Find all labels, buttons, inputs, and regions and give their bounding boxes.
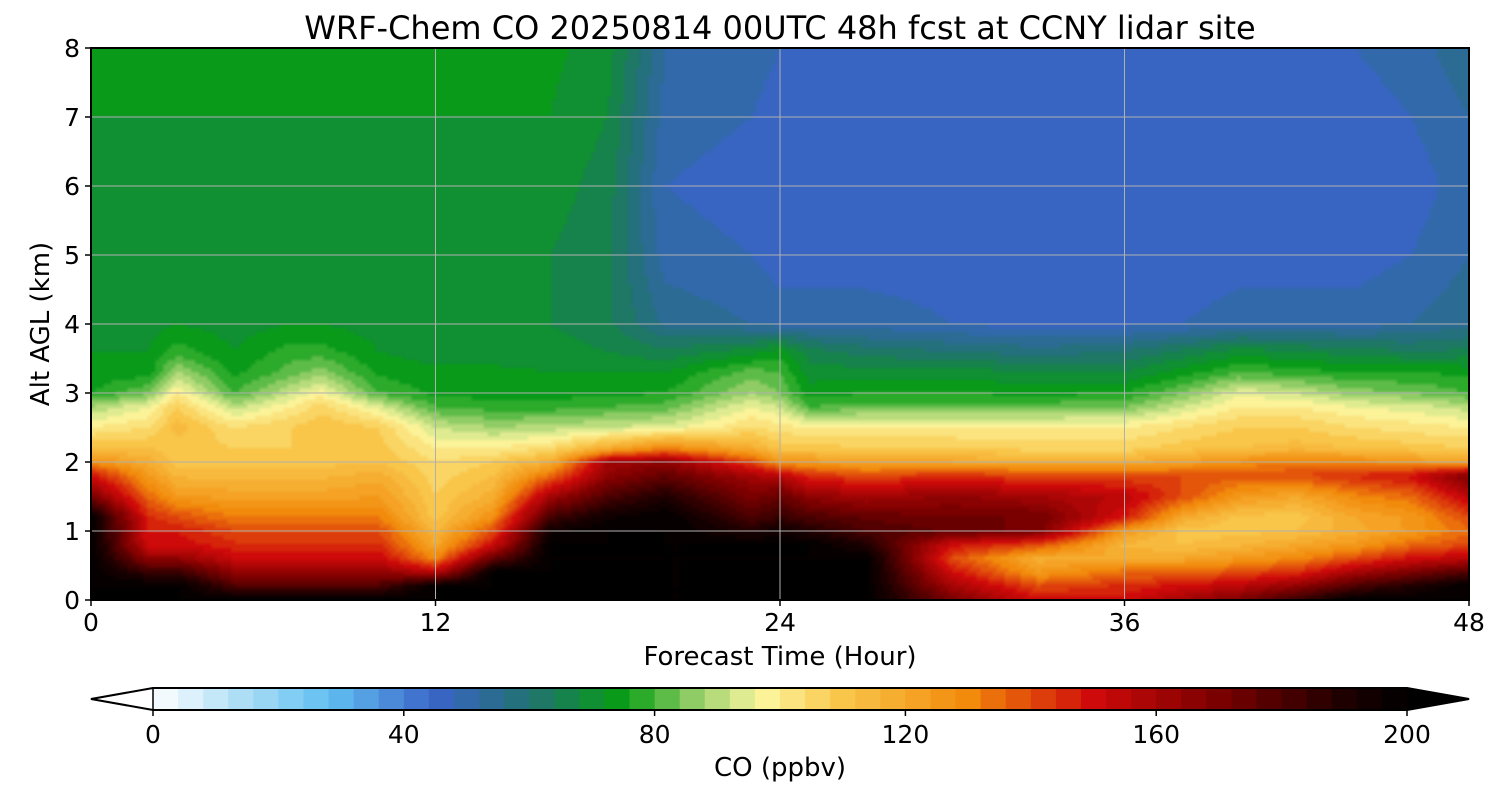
colorbar-band [604,688,631,710]
colorbar-band [1106,688,1132,710]
colorbar-band [479,688,505,710]
colorbar-band [1005,688,1032,710]
colorbar-band [1256,688,1283,710]
colorbar-band [1181,688,1207,710]
colorbar-band [754,688,781,710]
colorbar-band [704,688,731,710]
colorbar-ticks: 0 40 80 120 160 200 [145,710,1431,749]
colorbar-band [780,688,806,710]
colorbar-band [830,688,856,710]
y-tick-label: 0 [64,586,80,615]
colorbar-tick-label: 120 [882,720,930,749]
colorbar-band [153,688,179,710]
colorbar-band [504,688,530,710]
colorbar-band [228,688,254,710]
colorbar-band [378,688,405,710]
colorbar-band [529,688,555,710]
y-tick-label: 7 [64,103,80,132]
colorbar-tick-label: 200 [1383,720,1431,749]
colorbar-band [554,688,580,710]
colorbar-label: CO (ppbv) [714,753,846,783]
colorbar-band [328,688,355,710]
y-tick-label: 5 [64,241,80,270]
colorbar-band [955,688,982,710]
chart-title: WRF-Chem CO 20250814 00UTC 48h fcst at C… [304,9,1255,47]
grid-lines [91,48,1469,600]
y-tick-label: 3 [64,379,80,408]
colorbar-extend-low [90,687,154,711]
colorbar-band [980,688,1007,710]
colorbar-band [178,688,204,710]
colorbar-band [278,688,305,710]
x-axis-label: Forecast Time (Hour) [643,642,916,672]
colorbar-band [403,688,430,710]
colorbar-band [880,688,906,710]
y-tick-label: 8 [64,34,80,63]
colorbar-band [303,688,330,710]
colorbar-band [353,688,380,710]
colorbar-band [905,688,932,710]
colorbar-tick-label: 0 [145,720,161,749]
colorbar-band [629,688,656,710]
colorbar-band [1080,688,1107,710]
colorbar-band [579,688,606,710]
colorbar-band [1131,688,1157,710]
colorbar: 0 40 80 120 160 200 CO (ppbv) [90,687,1470,783]
x-tick-label: 12 [420,608,452,637]
colorbar-band [203,688,229,710]
y-tick-label: 6 [64,172,80,201]
colorbar-band [1156,688,1182,710]
colorbar-band [679,688,706,710]
colorbar-band [1030,688,1057,710]
colorbar-band [1356,688,1383,710]
colorbar-band [428,688,455,710]
colorbar-band [1281,688,1308,710]
colorbar-band [1331,688,1358,710]
colorbar-band [729,688,756,710]
y-axis-label: Alt AGL (km) [26,242,56,406]
colorbar-band [1231,688,1258,710]
colorbar-bands [153,688,1408,710]
x-axis-ticks: 0 12 24 36 48 [83,600,1485,637]
colorbar-band [453,688,480,710]
colorbar-band [1206,688,1233,710]
y-axis-ticks: 0 1 2 3 4 5 6 7 8 [64,34,91,615]
x-tick-label: 36 [1109,608,1141,637]
colorbar-band [1306,688,1333,710]
colorbar-tick-label: 160 [1132,720,1180,749]
colorbar-band [930,688,957,710]
y-tick-label: 2 [64,448,80,477]
x-tick-label: 48 [1453,608,1485,637]
y-tick-label: 1 [64,517,80,546]
colorbar-band [253,688,279,710]
colorbar-tick-label: 40 [388,720,420,749]
colorbar-band [1055,688,1082,710]
x-tick-label: 24 [764,608,796,637]
y-tick-label: 4 [64,310,80,339]
colorbar-extend-high [1406,687,1470,711]
colorbar-band [805,688,831,710]
colorbar-band [654,688,681,710]
x-tick-label: 0 [83,608,99,637]
colorbar-band [855,688,881,710]
colorbar-band [1381,688,1408,710]
colorbar-tick-label: 80 [639,720,671,749]
